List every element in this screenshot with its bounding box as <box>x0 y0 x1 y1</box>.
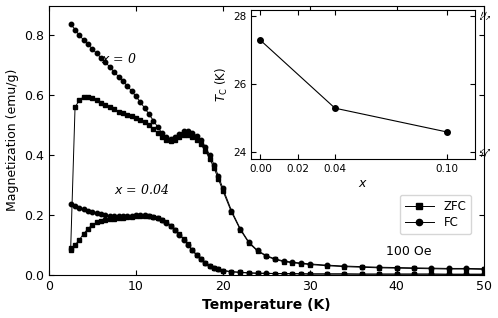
Text: $x$ = 0: $x$ = 0 <box>101 52 137 66</box>
Y-axis label: Magnetization (emu/g): Magnetization (emu/g) <box>5 69 18 211</box>
Text: $x$ = 0.04: $x$ = 0.04 <box>114 183 169 197</box>
Legend: ZFC, FC: ZFC, FC <box>400 195 471 234</box>
X-axis label: Temperature (K): Temperature (K) <box>202 299 331 313</box>
Text: 100 Oe: 100 Oe <box>386 245 431 258</box>
